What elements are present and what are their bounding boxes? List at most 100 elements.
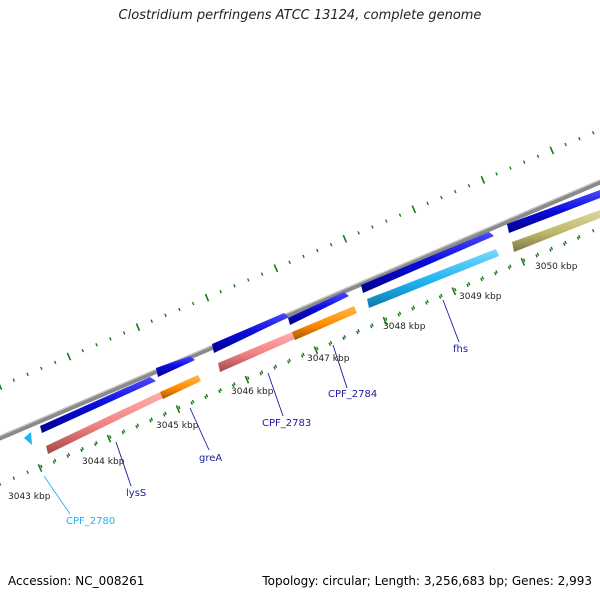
minor-tick [164,313,167,318]
outer-tick-track [0,130,595,391]
middle-tick-track [0,228,595,486]
major-tick [273,264,279,273]
minor-tick [578,234,581,239]
major-tick [480,175,486,184]
minor-tick [316,346,319,351]
minor-tick [287,360,290,364]
cds-features [24,210,600,454]
minor-tick [150,417,154,421]
minor-tick [509,166,512,170]
minor-tick [507,266,511,270]
minor-tick [549,248,552,252]
minor-tick [536,154,540,158]
minor-tick [576,236,580,240]
major-tick [0,383,3,391]
minor-tick [426,201,429,206]
minor-tick [80,448,83,453]
major-tick [411,205,417,214]
major-tick [37,463,43,473]
minor-tick [509,264,512,268]
minor-tick [122,429,126,433]
major-tick [549,146,555,155]
minor-tick [438,295,442,299]
minor-tick [591,228,595,233]
minor-tick [81,348,85,353]
major-tick [382,316,388,325]
map-title: Clostridium perfringens ATCC 13124, comp… [118,8,482,23]
minor-tick [562,242,566,246]
minor-tick [93,442,97,447]
minor-tick [412,305,416,310]
cds-fhs [367,249,499,308]
major-tick [135,323,141,332]
minor-tick [273,366,276,370]
minor-tick [135,425,138,429]
gene-label: CPF_2780 [66,516,115,527]
gene-label: greA [199,453,222,464]
minor-tick [384,317,388,321]
minor-tick [564,240,567,245]
minor-tick [122,331,126,335]
minor-tick [288,260,291,265]
feature-arrow [507,190,600,233]
minor-tick [149,419,152,423]
minor-tick [247,376,250,380]
minor-tick [564,142,567,147]
minor-tick [481,276,485,280]
minor-tick [329,340,333,345]
cds-CPF_2783 [218,332,295,372]
minor-tick [288,358,291,363]
minor-tick [233,382,236,386]
minor-tick [411,307,414,311]
minor-tick [371,225,374,229]
minor-tick [12,476,16,480]
scale-label: 3048 kbp [383,322,426,332]
minor-tick [466,283,469,288]
cds-greA [160,375,201,399]
minor-tick [109,435,112,439]
gene-label: CPF_2784 [328,389,377,400]
feature-arrow [361,232,494,293]
feature-arrow [288,292,349,325]
minor-tick [247,278,250,282]
minor-tick [26,372,29,376]
minor-tick [53,458,57,463]
minor-tick [219,290,222,294]
major-tick [66,352,72,361]
minor-tick [233,284,236,288]
forward-features [40,190,600,433]
minor-tick [467,282,471,286]
minor-tick [493,271,497,276]
minor-tick [343,335,347,339]
cds-next [512,210,600,252]
gene-label: fhs [453,344,468,355]
cds-CPF_2784 [292,306,357,340]
genes-count-text: Genes: 2,993 [511,574,592,588]
minor-tick [121,430,125,435]
minor-tick [397,313,400,317]
feature-arrow [40,377,156,433]
minor-tick [53,360,57,365]
major-tick [520,257,526,266]
minor-tick [495,270,498,274]
gene-label: CPF_2783 [262,418,311,429]
minor-tick [342,336,345,341]
major-tick [244,375,250,384]
minor-tick [300,354,304,358]
minor-tick [578,136,581,141]
minor-tick [231,383,235,388]
minor-tick [260,370,264,374]
minor-tick [398,213,402,217]
feature-arrow [156,356,195,377]
cds-CPF_2780-marker [24,432,32,445]
minor-tick [550,246,554,251]
minor-tick [259,372,262,376]
minor-tick [384,219,388,223]
minor-tick [316,248,319,253]
minor-tick [109,337,112,341]
minor-tick [52,460,56,464]
scale-label: 3046 kbp [231,387,274,397]
minor-tick [302,254,305,259]
minor-tick [398,311,402,315]
minor-tick [274,364,278,368]
